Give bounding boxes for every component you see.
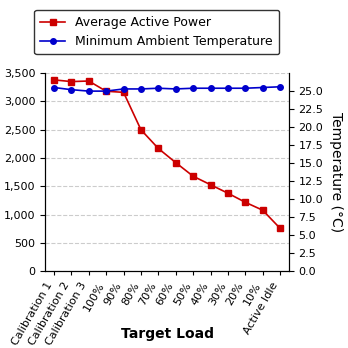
- Minimum Ambient Temperature: [278, 85, 282, 89]
- Y-axis label: Temperature (°C): Temperature (°C): [329, 112, 343, 232]
- Line: Average Active Power: Average Active Power: [51, 77, 283, 231]
- Minimum Ambient Temperature: [208, 86, 213, 90]
- Average Active Power: [121, 90, 126, 94]
- Average Active Power: [278, 226, 282, 230]
- Minimum Ambient Temperature: [69, 88, 73, 92]
- Minimum Ambient Temperature: [52, 85, 56, 89]
- Average Active Power: [69, 79, 73, 84]
- Average Active Power: [104, 89, 108, 93]
- Minimum Ambient Temperature: [156, 86, 160, 90]
- Minimum Ambient Temperature: [261, 85, 265, 89]
- Average Active Power: [191, 174, 195, 178]
- Minimum Ambient Temperature: [174, 87, 178, 91]
- Minimum Ambient Temperature: [191, 86, 195, 90]
- Average Active Power: [87, 79, 91, 83]
- Minimum Ambient Temperature: [121, 87, 126, 91]
- Minimum Ambient Temperature: [139, 87, 143, 91]
- Minimum Ambient Temperature: [243, 86, 247, 90]
- Legend: Average Active Power, Minimum Ambient Temperature: Average Active Power, Minimum Ambient Te…: [34, 10, 279, 55]
- Average Active Power: [261, 208, 265, 212]
- Minimum Ambient Temperature: [104, 89, 108, 93]
- Average Active Power: [243, 200, 247, 204]
- Average Active Power: [52, 78, 56, 82]
- Minimum Ambient Temperature: [87, 89, 91, 93]
- Average Active Power: [139, 128, 143, 132]
- Average Active Power: [226, 191, 230, 195]
- Minimum Ambient Temperature: [226, 86, 230, 90]
- Average Active Power: [174, 160, 178, 165]
- Average Active Power: [156, 147, 160, 151]
- Line: Minimum Ambient Temperature: Minimum Ambient Temperature: [51, 84, 283, 94]
- Text: Target Load: Target Load: [120, 327, 214, 341]
- Average Active Power: [208, 183, 213, 187]
